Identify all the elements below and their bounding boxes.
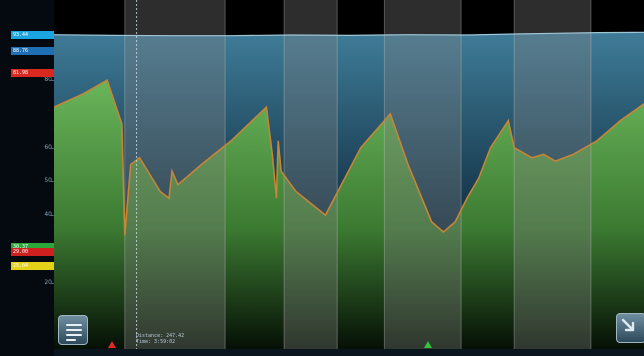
distance-readout: Distance: 247.42 xyxy=(136,333,185,339)
menu-button[interactable] xyxy=(58,315,88,345)
elevation-chart[interactable] xyxy=(54,0,644,356)
y-tick-label: 40 xyxy=(44,211,52,219)
y-tick-label: 60 xyxy=(44,143,52,151)
shaded-band xyxy=(514,0,591,350)
zoom-button[interactable] xyxy=(616,313,644,343)
shaded-band xyxy=(284,0,338,350)
lower-series-line xyxy=(54,79,644,236)
y-tick-mark xyxy=(50,80,54,82)
value-marker[interactable]: 30.37 xyxy=(11,243,54,252)
shaded-bands xyxy=(124,0,592,350)
shaded-band xyxy=(384,0,462,350)
upper-area-fill xyxy=(54,32,644,236)
value-marker[interactable]: 81.98 xyxy=(11,69,54,78)
red-marker-triangle-icon[interactable] xyxy=(108,341,116,348)
lower-area-fill xyxy=(54,80,644,350)
value-marker[interactable]: 29.00 xyxy=(11,248,54,257)
shaded-band xyxy=(124,0,226,350)
bottom-timeline-strip xyxy=(54,349,644,356)
value-marker[interactable]: 93.44 xyxy=(11,31,54,39)
y-tick-label: 50 xyxy=(44,177,52,185)
series-lines xyxy=(54,31,644,236)
cursor-readout: Distance: 247.42 Time: 3:59:02 xyxy=(136,333,184,345)
y-tick-mark xyxy=(50,215,54,217)
y-tick-mark xyxy=(50,181,54,183)
zoom-icon xyxy=(621,318,635,332)
y-tick-label: 80 xyxy=(44,76,52,84)
y-axis: 80 60 50 40 20 xyxy=(0,0,54,356)
y-tick-mark xyxy=(50,147,54,149)
chart-area[interactable] xyxy=(54,0,644,356)
y-tick-label: 20 xyxy=(44,278,52,286)
time-readout: Time: 3:59:02 xyxy=(136,339,176,345)
upper-series-line xyxy=(54,31,644,37)
lower-area xyxy=(54,80,644,350)
upper-area xyxy=(54,32,644,236)
green-marker-triangle-icon[interactable] xyxy=(424,341,432,348)
y-tick-mark xyxy=(50,282,54,284)
value-marker[interactable]: 88.76 xyxy=(11,46,54,55)
value-marker[interactable]: 25.04 xyxy=(11,261,54,270)
